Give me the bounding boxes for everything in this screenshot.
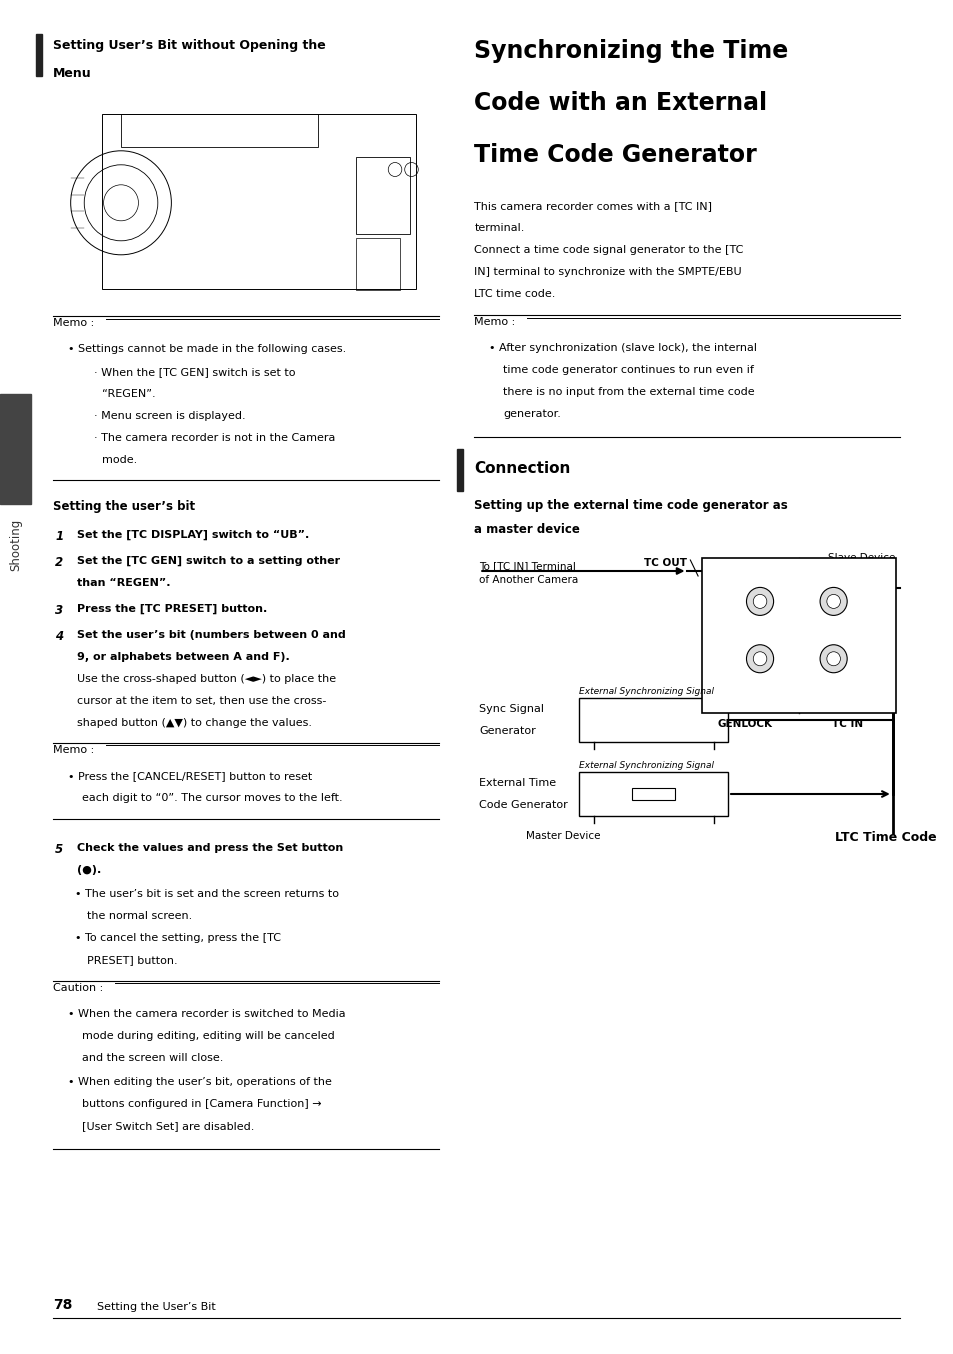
Text: 4: 4 (55, 630, 63, 643)
Text: TC OUT: TC OUT (644, 558, 687, 567)
Text: • When the camera recorder is switched to Media: • When the camera recorder is switched t… (68, 1009, 345, 1020)
Text: Master Device: Master Device (525, 831, 599, 841)
Text: To [TC IN] Terminal: To [TC IN] Terminal (478, 561, 576, 571)
Text: 9, or alphabets between A and F).: 9, or alphabets between A and F). (77, 653, 290, 662)
Text: Set the user’s bit (numbers between 0 and: Set the user’s bit (numbers between 0 an… (77, 630, 346, 640)
Text: • Press the [CANCEL/RESET] button to reset: • Press the [CANCEL/RESET] button to res… (68, 770, 312, 781)
Text: Shooting: Shooting (9, 519, 22, 571)
Circle shape (753, 594, 766, 608)
Text: the normal screen.: the normal screen. (87, 911, 193, 921)
Text: Connect a time code signal generator to the [TC: Connect a time code signal generator to … (474, 245, 743, 255)
Text: Memo :: Memo : (474, 317, 516, 328)
Circle shape (826, 594, 840, 608)
Circle shape (826, 651, 840, 666)
Text: · Menu screen is displayed.: · Menu screen is displayed. (93, 412, 245, 421)
Text: IN] terminal to synchronize with the SMPTE/EBU: IN] terminal to synchronize with the SMP… (474, 267, 741, 278)
Text: TC IN: TC IN (831, 719, 862, 728)
Bar (701, 558, 895, 714)
Circle shape (753, 651, 766, 666)
Text: [User Switch Set] are disabled.: [User Switch Set] are disabled. (82, 1121, 254, 1131)
Text: GENLOCK: GENLOCK (717, 719, 771, 728)
Text: and the screen will close.: and the screen will close. (82, 1053, 223, 1063)
Text: a master device: a master device (474, 523, 579, 536)
Text: Setting User’s Bit without Opening the: Setting User’s Bit without Opening the (53, 39, 326, 51)
Text: 1: 1 (55, 529, 63, 543)
Text: than “REGEN”.: than “REGEN”. (77, 578, 171, 588)
Text: LTC time code.: LTC time code. (474, 288, 556, 299)
Text: • Settings cannot be made in the following cases.: • Settings cannot be made in the followi… (68, 344, 346, 353)
Text: External Synchronizing Signal: External Synchronizing Signal (578, 761, 713, 770)
Text: • When editing the user’s bit, operations of the: • When editing the user’s bit, operation… (68, 1076, 332, 1087)
Circle shape (745, 588, 773, 616)
Text: Setting the user’s bit: Setting the user’s bit (53, 500, 195, 513)
Text: Memo :: Memo : (53, 318, 94, 328)
Bar (121, 114, 317, 148)
Text: PRESET] button.: PRESET] button. (87, 955, 177, 965)
Text: Sync Signal: Sync Signal (478, 704, 544, 714)
Text: mode during editing, editing will be canceled: mode during editing, editing will be can… (82, 1030, 335, 1041)
Text: Set the [TC GEN] switch to a setting other: Set the [TC GEN] switch to a setting oth… (77, 556, 340, 566)
Text: • To cancel the setting, press the [TC: • To cancel the setting, press the [TC (74, 933, 280, 942)
Bar (36, 34, 42, 76)
Text: Setting up the external time code generator as: Setting up the external time code genera… (474, 500, 787, 512)
Text: Code Generator: Code Generator (478, 800, 567, 810)
Text: • After synchronization (slave lock), the internal: • After synchronization (slave lock), th… (489, 343, 756, 353)
Circle shape (820, 588, 846, 616)
Text: time code generator continues to run even if: time code generator continues to run eve… (503, 366, 754, 375)
Text: 2: 2 (55, 556, 63, 569)
Text: Use the cross-shaped button (◄►) to place the: Use the cross-shaped button (◄►) to plac… (77, 674, 336, 684)
Text: 3: 3 (55, 604, 63, 617)
Text: generator.: generator. (503, 409, 560, 418)
Text: Time Code Generator: Time Code Generator (474, 144, 757, 167)
Bar (631, 788, 675, 800)
Text: • The user’s bit is set and the screen returns to: • The user’s bit is set and the screen r… (74, 890, 338, 899)
Text: This camera recorder comes with a [TC IN]: This camera recorder comes with a [TC IN… (474, 200, 712, 211)
Text: cursor at the item to set, then use the cross-: cursor at the item to set, then use the … (77, 696, 327, 705)
Text: terminal.: terminal. (474, 223, 524, 233)
Text: “REGEN”.: “REGEN”. (102, 389, 155, 399)
Text: Setting the User’s Bit: Setting the User’s Bit (96, 1303, 215, 1312)
Text: Connection: Connection (474, 460, 570, 477)
Text: there is no input from the external time code: there is no input from the external time… (503, 387, 755, 397)
Text: mode.: mode. (102, 455, 137, 464)
Text: Memo :: Memo : (53, 745, 94, 756)
Text: Generator: Generator (478, 726, 536, 737)
Bar (0, 394, 30, 504)
Text: Set the [TC DISPLAY] switch to “UB”.: Set the [TC DISPLAY] switch to “UB”. (77, 529, 310, 540)
Text: Synchronizing the Time: Synchronizing the Time (474, 39, 788, 64)
Text: Menu: Menu (53, 66, 91, 80)
Text: 78: 78 (53, 1298, 72, 1312)
Text: LTC Time Code: LTC Time Code (834, 831, 935, 844)
Circle shape (820, 645, 846, 673)
Text: · When the [TC GEN] switch is set to: · When the [TC GEN] switch is set to (93, 367, 295, 376)
Bar (355, 238, 399, 290)
Text: Code with an External: Code with an External (474, 91, 767, 115)
Text: Press the [TC PRESET] button.: Press the [TC PRESET] button. (77, 604, 268, 615)
Text: · The camera recorder is not in the Camera: · The camera recorder is not in the Came… (93, 433, 335, 443)
Text: buttons configured in [Camera Function] →: buttons configured in [Camera Function] … (82, 1099, 321, 1109)
Text: Slave Device: Slave Device (827, 552, 895, 563)
Text: External Time: External Time (478, 779, 556, 788)
Bar (102, 114, 416, 288)
Text: Check the values and press the Set button: Check the values and press the Set butto… (77, 844, 343, 853)
Bar (578, 699, 727, 742)
Text: each digit to “0”. The cursor moves to the left.: each digit to “0”. The cursor moves to t… (82, 793, 342, 803)
Bar (456, 450, 462, 492)
Text: shaped button (▲▼) to change the values.: shaped button (▲▼) to change the values. (77, 718, 313, 728)
Text: of Another Camera: of Another Camera (478, 575, 578, 585)
Bar (355, 157, 409, 234)
Text: (●).: (●). (77, 865, 102, 875)
Text: External Synchronizing Signal: External Synchronizing Signal (578, 686, 713, 696)
Text: Caution :: Caution : (53, 983, 103, 992)
Bar (578, 772, 727, 816)
Circle shape (745, 645, 773, 673)
Text: 5: 5 (55, 844, 63, 856)
